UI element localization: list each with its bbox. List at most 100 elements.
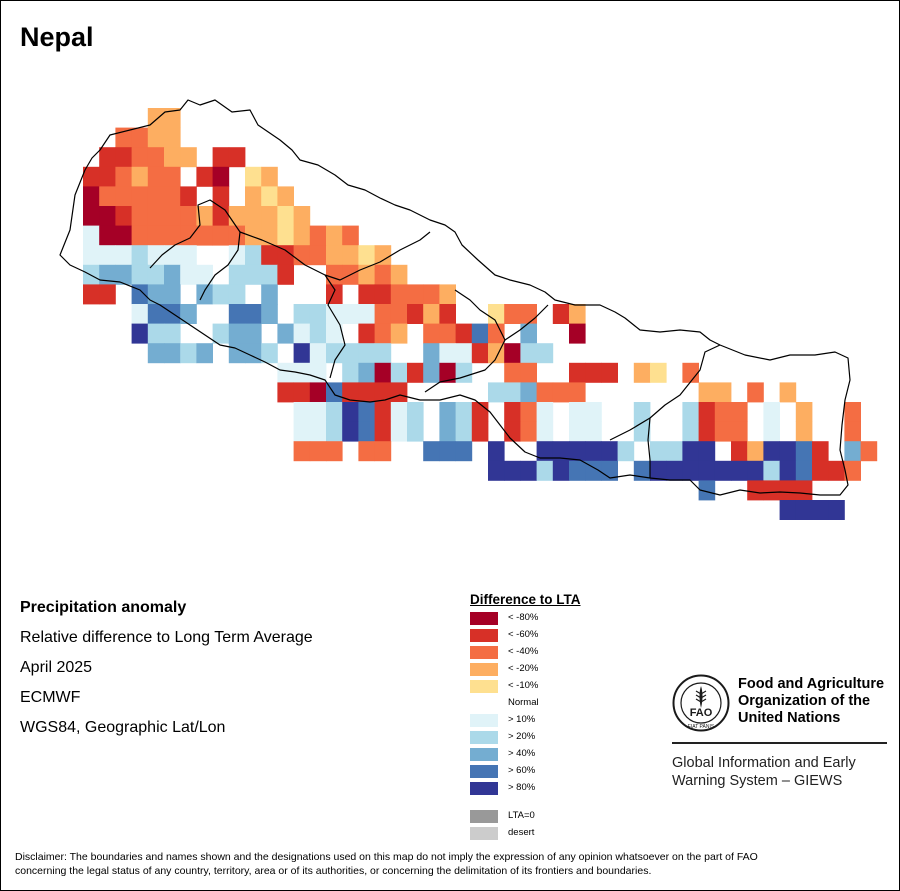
- legend-swatch: [470, 782, 498, 795]
- grid-cell: [164, 343, 181, 364]
- grid-cell: [374, 264, 392, 285]
- grid-cell: [569, 421, 586, 442]
- grid-cell: [504, 304, 521, 324]
- grid-cell: [147, 186, 165, 207]
- grid-cell: [147, 323, 165, 344]
- grid-cell: [795, 480, 813, 501]
- grid-cell: [196, 264, 213, 285]
- grid-cell: [374, 362, 392, 383]
- grid-cell: [342, 304, 359, 324]
- grid-cell: [844, 402, 861, 422]
- legend-swatch: [470, 663, 498, 676]
- grid-cell: [147, 127, 165, 148]
- grid-cell: [342, 225, 359, 246]
- grid-cell: [131, 304, 149, 324]
- grid-cell: [714, 382, 732, 403]
- grid-cell: [164, 304, 181, 324]
- grid-cell: [326, 284, 343, 305]
- grid-cell: [390, 264, 408, 285]
- grid-cell: [228, 304, 246, 324]
- grid-cell: [407, 402, 424, 422]
- grid-cell: [228, 225, 246, 246]
- grid-cell: [245, 264, 262, 285]
- grid-cell: [196, 166, 213, 187]
- grid-cell: [131, 225, 149, 246]
- grid-cell: [763, 402, 780, 422]
- grid-cell: [471, 323, 489, 344]
- legend-swatch: [470, 748, 498, 761]
- province-boundary: [324, 274, 346, 379]
- legend-label: Normal: [508, 697, 539, 708]
- grid-cell: [439, 284, 456, 305]
- grid-cell: [374, 284, 392, 305]
- info-period: April 2025: [20, 659, 93, 676]
- grid-cell: [585, 402, 602, 422]
- info-source: ECMWF: [20, 689, 81, 706]
- grid-cell: [423, 441, 440, 462]
- grid-cell: [164, 264, 181, 285]
- grid-cell: [342, 382, 359, 403]
- grid-cell: [228, 147, 246, 168]
- grid-cell: [277, 186, 294, 207]
- grid-cell: [83, 245, 100, 266]
- grid-cell: [795, 500, 813, 520]
- grid-cell: [326, 245, 343, 266]
- grid-cell: [212, 166, 230, 187]
- grid-cell: [423, 362, 440, 383]
- grid-cell: [779, 382, 797, 403]
- legend-label: > 60%: [508, 765, 536, 776]
- legend-label: < -20%: [508, 663, 539, 674]
- grid-cell: [407, 304, 424, 324]
- grid-cell: [115, 245, 132, 266]
- grid-cell: [115, 166, 132, 187]
- grid-cell: [698, 402, 716, 422]
- grid-cell: [293, 343, 311, 364]
- legend-label: < -40%: [508, 646, 539, 657]
- grid-cell: [309, 304, 327, 324]
- grid-cell: [342, 343, 359, 364]
- grid-cell: [342, 362, 359, 383]
- grid-cell: [698, 460, 716, 481]
- grid-cell: [261, 304, 278, 324]
- grid-cell: [779, 460, 797, 481]
- grid-cell: [115, 225, 132, 246]
- grid-cell: [407, 284, 424, 305]
- grid-cell: [601, 362, 618, 383]
- grid-cell: [455, 402, 473, 422]
- grid-cell: [488, 460, 505, 481]
- grid-cell: [245, 225, 262, 246]
- grid-cell: [228, 264, 246, 285]
- grid-cell: [536, 382, 554, 403]
- grid-cell: [488, 304, 505, 324]
- grid-cell: [228, 284, 246, 305]
- grid-cell: [309, 245, 327, 266]
- grid-cell: [407, 421, 424, 442]
- grid-cell: [309, 343, 327, 364]
- grid-cell: [83, 166, 100, 187]
- fao-organization-name: Food and Agriculture Organization of the…: [738, 676, 884, 727]
- grid-cell: [763, 460, 780, 481]
- grid-cell: [99, 284, 116, 305]
- grid-cell: [131, 206, 149, 226]
- grid-cell: [164, 323, 181, 344]
- grid-cell: [164, 108, 181, 128]
- grid-cell: [552, 382, 570, 403]
- grid-cell: [390, 323, 408, 344]
- grid-cell: [504, 402, 521, 422]
- legend-swatch: [470, 810, 498, 823]
- legend-swatch: [470, 765, 498, 778]
- legend-swatch: [470, 731, 498, 744]
- grid-cell: [164, 166, 181, 187]
- grid-cell: [83, 186, 100, 207]
- grid-cell: [99, 186, 116, 207]
- grid-cell: [131, 245, 149, 266]
- grid-cell: [164, 206, 181, 226]
- grid-cell: [180, 147, 197, 168]
- legend-label: > 80%: [508, 782, 536, 793]
- legend-label: < -60%: [508, 629, 539, 640]
- grid-cell: [326, 343, 343, 364]
- grid-cell: [228, 206, 246, 226]
- grid-cell: [439, 343, 456, 364]
- grid-cell: [131, 127, 149, 148]
- grid-cell: [423, 284, 440, 305]
